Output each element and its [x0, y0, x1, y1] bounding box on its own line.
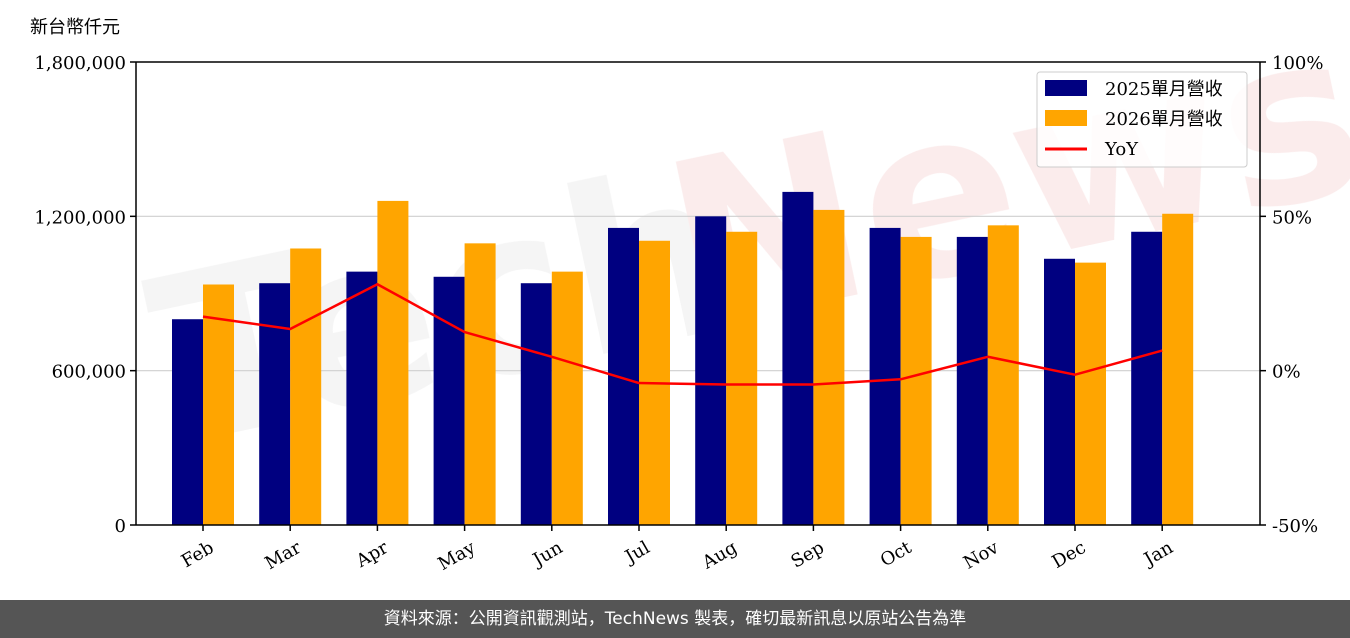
- revenue-chart: Tech News 新台幣仟元 0600,0001,200,0001,800,0…: [30, 0, 1350, 575]
- x-tick-label-oct: Oct: [877, 537, 916, 572]
- legend-label-yoy: YoY: [1104, 139, 1139, 160]
- bar-2025-apr: [346, 271, 378, 525]
- x-tick-label-apr: Apr: [352, 537, 392, 572]
- bar-2025-jan: [1131, 231, 1163, 525]
- right-tick-label: -50%: [1272, 516, 1318, 537]
- bar-2025-dec: [1044, 258, 1075, 525]
- legend-swatch-2025: [1045, 80, 1087, 96]
- bar-2025-jul: [608, 227, 639, 526]
- bar-2026-jun: [551, 271, 583, 525]
- legend-swatch-2026: [1045, 110, 1087, 126]
- left-y-ticks: 0 600,000 1,200,000 1,800,000: [34, 53, 136, 537]
- left-tick-label: 1,200,000: [34, 207, 126, 228]
- bar-2026-may: [464, 243, 496, 525]
- bar-2026-feb: [203, 284, 234, 525]
- bar-2025-oct: [869, 227, 901, 526]
- y-axis-unit-label: 新台幣仟元: [30, 17, 120, 38]
- bar-2026-oct: [900, 236, 932, 525]
- right-tick-label: 0%: [1272, 362, 1301, 383]
- left-tick-label: 0: [115, 516, 126, 537]
- legend-label-2026: 2026單月營收: [1105, 109, 1223, 130]
- bar-2025-sep: [782, 191, 814, 525]
- bar-2026-jan: [1162, 213, 1194, 525]
- legend-label-2025: 2025單月營收: [1105, 79, 1223, 100]
- right-tick-label: 50%: [1272, 207, 1312, 228]
- x-tick-label-jan: Jan: [1139, 537, 1177, 571]
- chart-area: Tech News 新台幣仟元 0600,0001,200,0001,800,0…: [30, 0, 1350, 575]
- bar-2026-sep: [813, 209, 845, 525]
- bar-2025-may: [433, 276, 465, 525]
- axes-frame: [135, 61, 1261, 526]
- source-footer: 資料來源：公開資訊觀測站，TechNews 製表，確切最新訊息以原站公告為準: [0, 600, 1350, 638]
- yoy-line-layer: [202, 282, 1163, 386]
- x-ticks: Feb Mar Apr May Jun Jul Aug Sep Oct Nov Dec Jan: [178, 525, 1177, 575]
- bars: [172, 191, 1194, 526]
- x-tick-label-jul: Jul: [620, 537, 654, 569]
- x-tick-label-sep: Sep: [788, 537, 828, 572]
- x-tick-label-aug: Aug: [698, 537, 741, 574]
- yoy-line: [202, 282, 1163, 386]
- bar-2025-aug: [695, 216, 727, 526]
- bar-2025-feb: [172, 319, 203, 525]
- x-tick-label-dec: Dec: [1049, 537, 1090, 573]
- x-tick-label-may: May: [435, 537, 480, 575]
- bar-2026-mar: [290, 248, 322, 525]
- bar-2026-apr: [377, 200, 409, 525]
- bar-2025-mar: [259, 283, 291, 525]
- legend-box: [1036, 71, 1248, 168]
- bar-2026-dec: [1075, 262, 1106, 525]
- bar-2026-nov: [987, 225, 1019, 525]
- x-tick-label-mar: Mar: [261, 537, 305, 574]
- bar-2025-nov: [956, 236, 988, 525]
- right-tick-label: 100%: [1272, 53, 1323, 74]
- right-y-ticks: -50% 0% 50% 100%: [1260, 53, 1323, 537]
- x-tick-label-feb: Feb: [178, 537, 218, 572]
- x-tick-label-nov: Nov: [960, 537, 1003, 574]
- left-tick-label: 1,800,000: [34, 53, 126, 74]
- x-tick-label-jun: Jun: [528, 537, 567, 572]
- bar-2025-jun: [520, 283, 552, 525]
- legend: 2025單月營收 2026單月營收 YoY: [1036, 71, 1248, 168]
- bar-2026-aug: [726, 231, 758, 525]
- left-tick-label: 600,000: [52, 362, 126, 383]
